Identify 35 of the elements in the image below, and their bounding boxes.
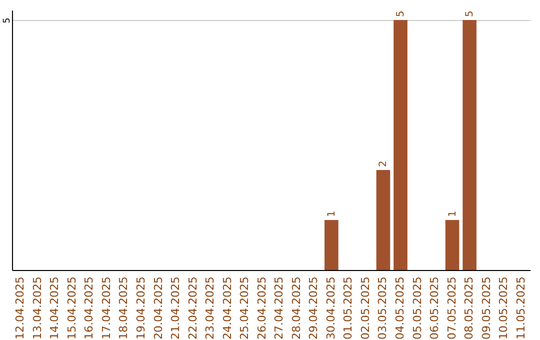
x-tick-label: 07.05.2025	[445, 276, 458, 340]
x-tick-label: 19.04.2025	[134, 276, 148, 340]
x-tick-label: 03.05.2025	[376, 276, 390, 340]
x-tick-label: 27.04.2025	[272, 276, 286, 340]
x-tick-label: 30.04.2025	[324, 276, 338, 340]
x-tick-label: 28.04.2025	[290, 276, 303, 340]
x-tick-label: 10.05.2025	[497, 276, 510, 340]
data-label: 2	[378, 160, 390, 167]
data-label: 5	[464, 10, 476, 17]
x-tick-label: 11.05.2025	[514, 276, 528, 340]
data-label: 1	[326, 210, 338, 217]
x-tick-label: 09.05.2025	[480, 276, 493, 340]
x-tick-label: 18.04.2025	[117, 276, 130, 340]
x-tick-label: 25.04.2025	[238, 276, 252, 340]
x-tick-label: 26.04.2025	[255, 276, 268, 340]
x-tick-label: 22.04.2025	[186, 276, 200, 340]
x-tick-label: 12.04.2025	[14, 276, 27, 340]
x-tick-label: 20.04.2025	[152, 276, 165, 340]
x-tick-label: 08.05.2025	[462, 276, 476, 340]
x-tick-label: 16.04.2025	[82, 276, 96, 340]
x-tick-label: 29.04.2025	[307, 276, 320, 340]
x-tick-label: 21.04.2025	[169, 276, 182, 340]
x-tick-label: 14.04.2025	[48, 276, 62, 340]
x-tick-label: 02.05.2025	[358, 276, 372, 340]
x-tick-label: 05.05.2025	[410, 276, 424, 340]
x-tick-label: 15.04.2025	[65, 276, 78, 340]
x-tick-label: 17.04.2025	[100, 276, 113, 340]
x-tick-label: 04.05.2025	[394, 276, 406, 340]
data-label: 5	[396, 10, 406, 17]
x-tick-label: 06.05.2025	[428, 276, 442, 340]
x-tick-label: 24.04.2025	[220, 276, 234, 340]
x-tick-label: 01.05.2025	[342, 276, 355, 340]
data-label: 1	[447, 210, 458, 217]
x-tick-label: 13.04.2025	[30, 276, 44, 340]
x-tick-label: 23.04.2025	[204, 276, 217, 340]
